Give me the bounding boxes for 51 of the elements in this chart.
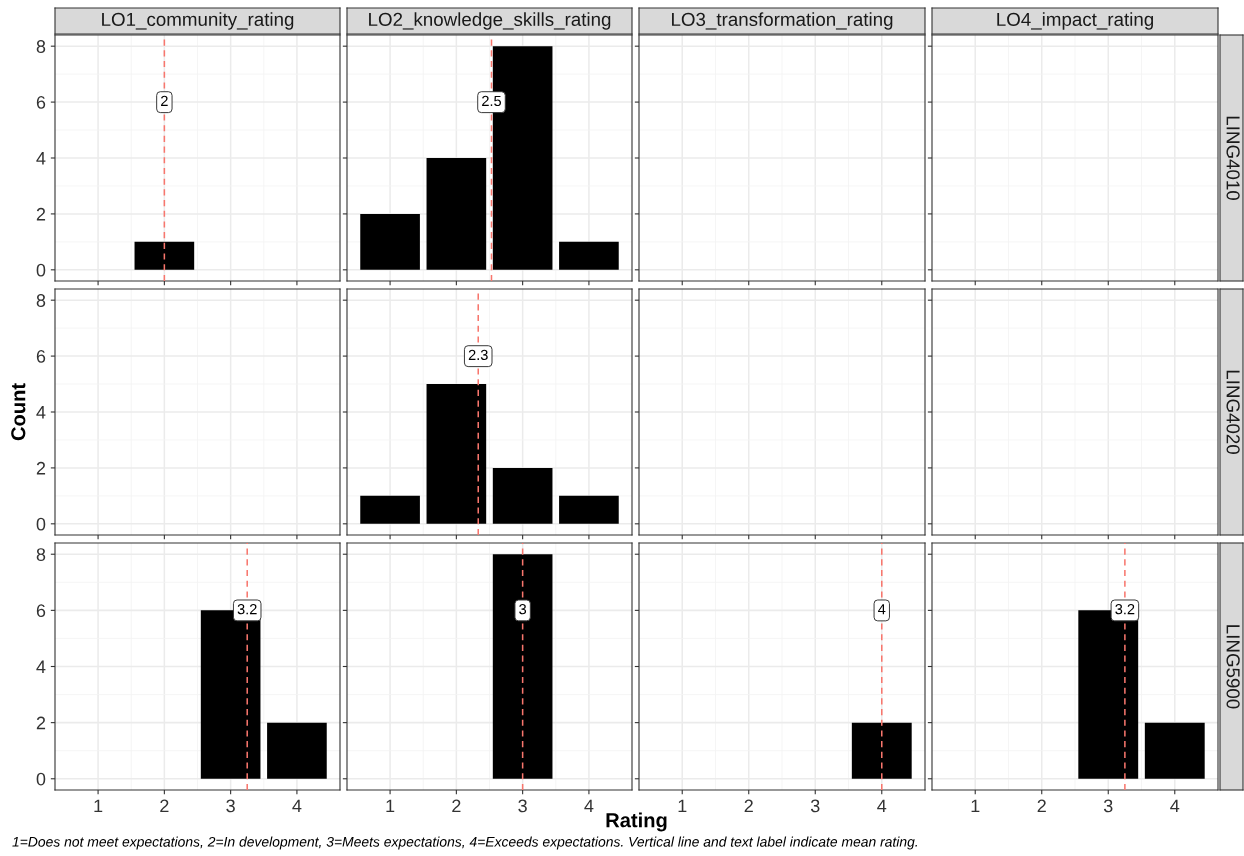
x-tick-label: 1 bbox=[94, 799, 103, 813]
ref-line-label: 4 bbox=[878, 604, 886, 615]
x-tick-label: 2 bbox=[452, 799, 461, 813]
y-tick-label: 4 bbox=[36, 406, 46, 419]
bar bbox=[426, 158, 487, 270]
chart-title: LO2_knowledge_skills_rating bbox=[369, 12, 611, 30]
bar bbox=[559, 241, 619, 270]
y-tick-label: 6 bbox=[36, 350, 46, 363]
chart-title: LO1_community_rating bbox=[102, 12, 294, 30]
x-tick-label: 2 bbox=[1037, 799, 1046, 813]
ref-line-label: 3 bbox=[519, 604, 527, 615]
x-tick-label: 4 bbox=[877, 799, 887, 813]
ref-line-label: 2 bbox=[161, 95, 168, 106]
y-tick-label: 6 bbox=[36, 96, 46, 109]
x-tick-label: 3 bbox=[226, 799, 235, 813]
x-tick-label: 2 bbox=[744, 799, 753, 813]
y-tick-label: 2 bbox=[36, 716, 46, 730]
y-tick-label: 4 bbox=[36, 660, 46, 674]
x-axis-title: Rating bbox=[606, 812, 667, 832]
y-tick-label: 2 bbox=[36, 207, 46, 221]
y-tick-label: 8 bbox=[36, 294, 46, 307]
y-tick-label: 0 bbox=[36, 517, 46, 531]
y-tick-label: 8 bbox=[36, 40, 46, 53]
x-tick-label: 3 bbox=[518, 799, 527, 813]
x-tick-label: 3 bbox=[1103, 799, 1113, 813]
text: 1=Does not meet expectations, 2=In development, 3=Meets expectations, 4=Exceeds expectations. Vertical line and text label indicate mean rating. bbox=[12, 836, 917, 850]
y-tick-label: 6 bbox=[36, 604, 46, 618]
x-tick-label: 4 bbox=[1170, 799, 1180, 813]
y-tick-label: 8 bbox=[36, 548, 46, 561]
x-tick-label: 1 bbox=[971, 799, 980, 813]
x-tick-label: 1 bbox=[678, 799, 687, 813]
chart-title: LO4_impact_rating bbox=[997, 12, 1154, 30]
x-tick-label: 1 bbox=[386, 799, 395, 813]
text: LING4010 bbox=[1226, 116, 1240, 201]
x-tick-label: 4 bbox=[584, 799, 594, 813]
x-tick-label: 3 bbox=[810, 799, 820, 813]
y-tick-label: 2 bbox=[36, 461, 46, 475]
chart-title: LO3_transformation_rating bbox=[672, 12, 893, 30]
bar bbox=[360, 213, 420, 270]
x-tick-label: 2 bbox=[160, 799, 169, 813]
text: LING5900 bbox=[1226, 625, 1240, 709]
ref-line-label: 3.2 bbox=[237, 604, 257, 615]
y-tick-label: 0 bbox=[36, 263, 46, 277]
ref-line-label: 2.5 bbox=[482, 95, 502, 107]
y-tick-label: 0 bbox=[36, 772, 46, 786]
text: LING4020 bbox=[1226, 370, 1240, 455]
ref-line-label: 3.2 bbox=[1115, 604, 1135, 615]
y-tick-label: 4 bbox=[36, 152, 46, 165]
ref-line-label: 2.3 bbox=[468, 349, 488, 361]
y-axis-title: Count bbox=[11, 383, 26, 441]
x-tick-label: 4 bbox=[292, 799, 302, 813]
